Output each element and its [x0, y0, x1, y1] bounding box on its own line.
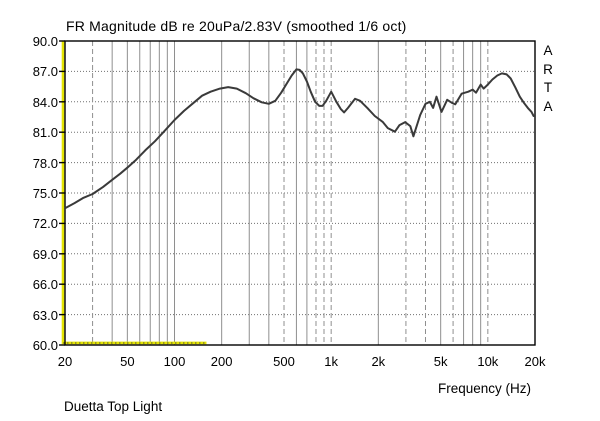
watermark-letter: A — [543, 98, 553, 114]
x-tick-label: 20k — [524, 354, 546, 369]
watermark-letter: R — [543, 61, 553, 77]
watermark-letter: A — [543, 43, 553, 58]
y-tick-label: 69.0 — [32, 246, 58, 262]
fr-magnitude-curve — [64, 68, 536, 210]
x-tick-label: 2k — [371, 354, 386, 369]
chart-title: FR Magnitude dB re 20uPa/2.83V (smoothed… — [66, 18, 407, 34]
y-tick-label: 87.0 — [32, 64, 58, 80]
x-tick-label: 200 — [210, 354, 233, 369]
y-tick-label: 60.0 — [32, 338, 58, 353]
y-tick-label: 78.0 — [32, 155, 58, 171]
x-tick-label: 50 — [120, 354, 135, 369]
x-tick-label: 1k — [324, 354, 339, 369]
x-tick-label: 5k — [433, 354, 448, 369]
y-tick-label: 81.0 — [32, 125, 58, 141]
x-tick-label: 20 — [57, 354, 73, 369]
x-tick-label: 100 — [163, 354, 186, 369]
y-tick-label: 63.0 — [32, 307, 58, 323]
y-tick-label: 75.0 — [32, 186, 58, 201]
y-tick-label: 84.0 — [32, 94, 58, 110]
y-tick-label: 66.0 — [32, 277, 58, 293]
x-tick-label: 500 — [273, 354, 295, 369]
x-axis-title: Frequency (Hz) — [437, 381, 531, 396]
y-tick-label: 72.0 — [32, 216, 58, 232]
overlay-curve-yellow — [61, 41, 207, 345]
watermark-letter: T — [543, 80, 553, 95]
y-tick-label: 90.0 — [32, 34, 58, 49]
chart-footnote: Duetta Top Light — [64, 399, 163, 414]
x-tick-label: 10k — [477, 354, 499, 369]
